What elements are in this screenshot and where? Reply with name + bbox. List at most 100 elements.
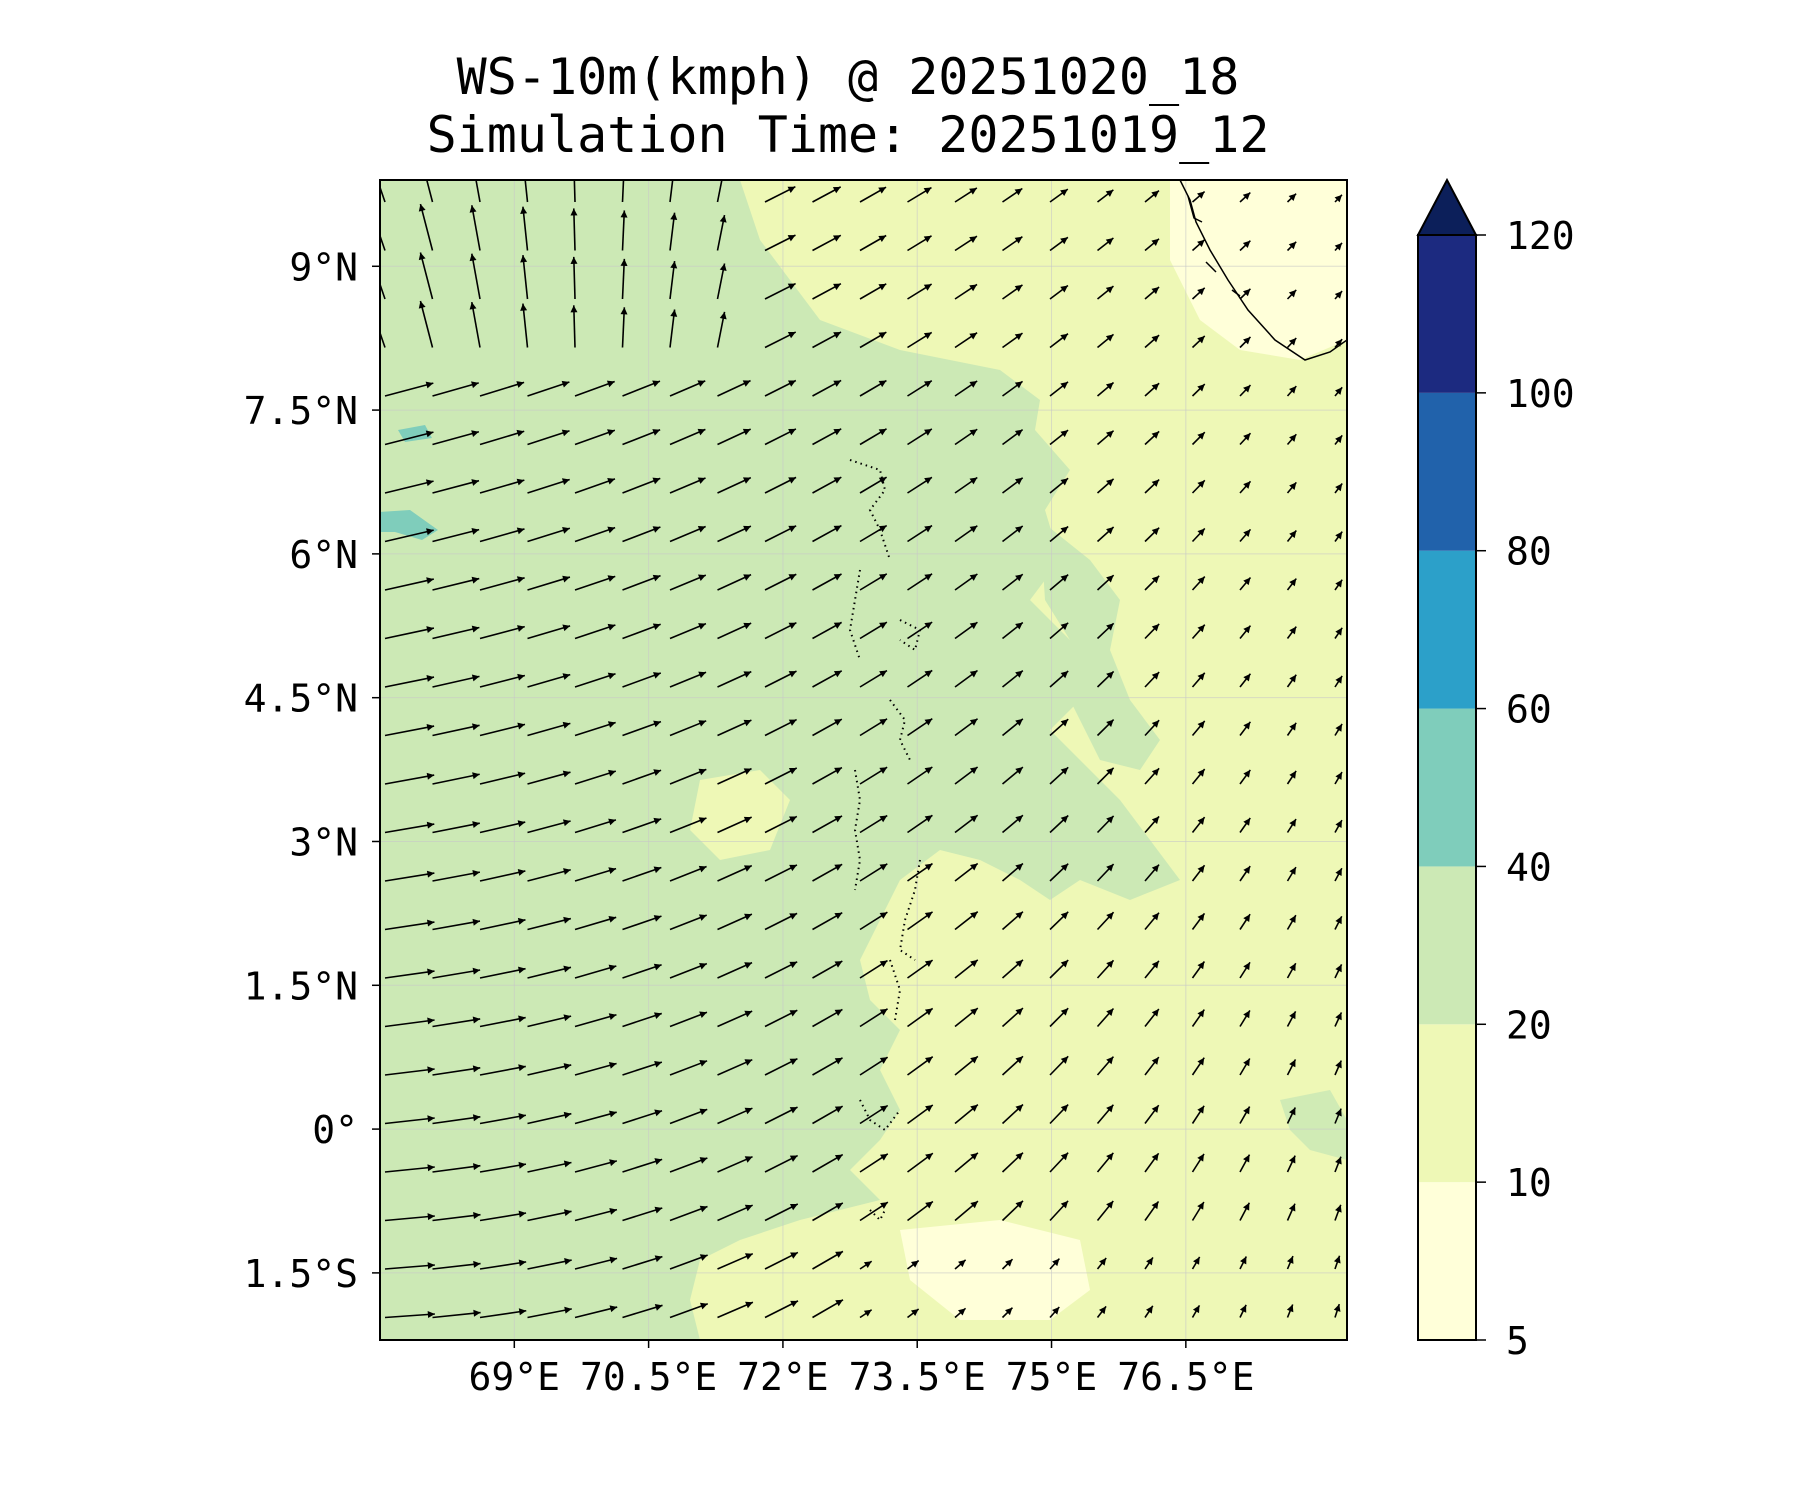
- wind-arrow: [479, 527, 525, 543]
- wind-arrow: [432, 1163, 481, 1173]
- wind-arrow: [907, 524, 933, 543]
- wind-arrow: [384, 723, 435, 737]
- wind-arrow: [717, 816, 752, 834]
- wind-arrow: [954, 283, 978, 300]
- wind-arrow: [1191, 1009, 1205, 1027]
- wind-arrow: [479, 917, 526, 931]
- wind-arrow: [812, 524, 842, 543]
- wind-arrow: [859, 621, 888, 640]
- wind-arrow: [622, 1304, 663, 1319]
- wind-arrow: [812, 1202, 844, 1222]
- wind-arrow: [1334, 1156, 1342, 1173]
- wind-arrow: [479, 1259, 527, 1270]
- wind-arrow: [954, 718, 979, 737]
- wind-arrow: [384, 919, 435, 931]
- wind-arrow: [432, 869, 481, 882]
- wind-arrow: [812, 911, 843, 931]
- colorbar-tick-label: 10: [1506, 1161, 1552, 1205]
- wind-arrow: [812, 718, 843, 737]
- wind-arrow: [574, 915, 617, 931]
- wind-arrow: [669, 309, 678, 348]
- wind-arrow: [954, 862, 979, 882]
- wind-arrow: [1191, 1105, 1205, 1124]
- wind-arrow: [1334, 1353, 1341, 1366]
- wind-arrow: [622, 769, 662, 785]
- wind-arrow: [574, 867, 617, 882]
- wind-arrow: [432, 1114, 481, 1125]
- wind-arrow: [574, 769, 617, 785]
- wind-arrow: [469, 205, 481, 251]
- wind-arrow: [622, 380, 661, 397]
- wind-arrow: [717, 1155, 753, 1173]
- wind-arrow: [622, 574, 661, 591]
- wind-arrow: [717, 379, 751, 397]
- wind-arrow: [528, 1404, 572, 1414]
- wind-arrow: [570, 256, 578, 300]
- wind-arrow: [859, 283, 887, 300]
- wind-arrow: [717, 428, 752, 446]
- wind-arrow: [475, 180, 481, 203]
- wind-arrow: [669, 720, 707, 737]
- wind-arrow: [527, 1111, 572, 1125]
- wind-arrow: [764, 476, 797, 494]
- wind-arrow: [954, 959, 979, 979]
- wind-arrow: [384, 1213, 435, 1222]
- wind-arrow: [669, 1060, 708, 1076]
- field-band-40-60-a: [398, 425, 432, 442]
- wind-arrow: [812, 863, 843, 882]
- wind-arrow: [432, 821, 480, 834]
- wind-arrow: [479, 576, 525, 591]
- wind-arrow: [859, 669, 888, 688]
- wind-arrow: [527, 1063, 572, 1076]
- wind-arrow: [907, 380, 933, 397]
- wind-arrow: [812, 960, 843, 979]
- wind-arrow: [527, 624, 571, 640]
- wind-arrow: [1001, 670, 1024, 688]
- wind-arrow: [717, 1058, 753, 1076]
- wind-arrow: [1144, 382, 1160, 397]
- wind-arrow: [718, 1399, 754, 1415]
- wind-arrow: [1144, 238, 1160, 252]
- wind-arrow: [1239, 1058, 1251, 1076]
- wind-arrow: [385, 1360, 435, 1367]
- coastline-india-inlet: [1187, 195, 1241, 297]
- wind-arrow: [1144, 960, 1160, 979]
- wind-arrow: [1239, 673, 1252, 688]
- wind-arrow: [622, 1206, 663, 1222]
- wind-arrow: [764, 815, 798, 834]
- wind-arrow: [1097, 237, 1114, 252]
- wind-arrow: [954, 1307, 967, 1319]
- wind-arrow: [622, 672, 662, 688]
- wind-arrow: [574, 623, 616, 640]
- wind-arrow: [1239, 336, 1252, 349]
- wind-arrow: [1002, 236, 1023, 252]
- wind-arrow: [1144, 190, 1160, 203]
- wind-arrow: [1239, 817, 1251, 833]
- wind-arrow: [1001, 1152, 1024, 1173]
- wind-arrow: [1334, 915, 1343, 930]
- wind-arrow: [380, 184, 386, 203]
- wind-arrow: [469, 253, 481, 300]
- wind-arrow: [1191, 1201, 1205, 1221]
- wind-arrow: [620, 307, 628, 348]
- wind-arrow: [907, 428, 933, 446]
- wind-arrow: [622, 429, 661, 446]
- wind-arrow: [954, 1104, 979, 1125]
- wind-arrow: [1144, 719, 1160, 737]
- colorbar-swatch: [1418, 550, 1476, 709]
- wind-arrow: [1334, 290, 1343, 300]
- wind-arrow: [425, 180, 434, 203]
- wind-arrow: [1098, 1403, 1106, 1414]
- colorbar-swatch: [1418, 866, 1476, 1025]
- wind-arrow: [1286, 914, 1297, 930]
- wind-arrow: [527, 1306, 572, 1319]
- wind-arrow: [432, 1016, 481, 1028]
- wind-arrow: [1239, 1009, 1251, 1027]
- wind-arrow: [622, 1158, 663, 1173]
- wind-arrow: [954, 573, 978, 591]
- wind-arrow: [479, 1161, 527, 1173]
- wind-arrow: [1191, 624, 1206, 640]
- wind-arrow: [1049, 622, 1069, 640]
- wind-arrow: [1286, 241, 1297, 252]
- wind-arrow: [621, 180, 625, 203]
